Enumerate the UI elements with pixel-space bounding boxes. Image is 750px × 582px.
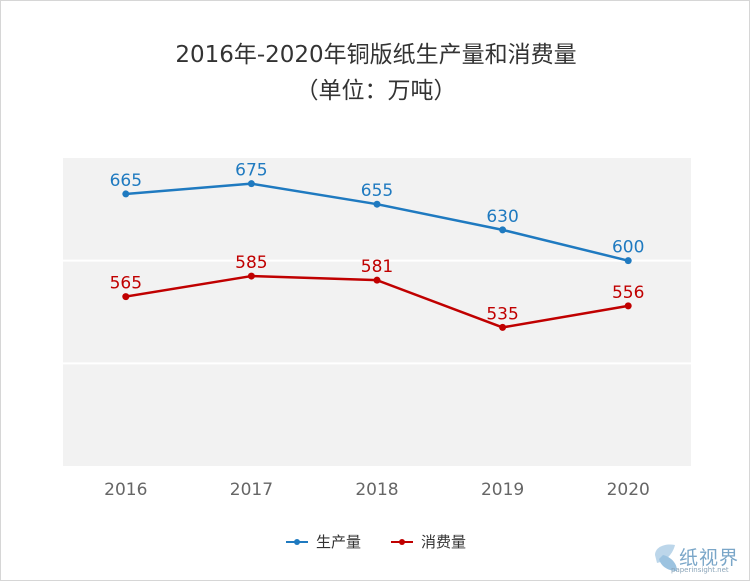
legend-item-consumption[interactable]: 消费量 xyxy=(391,531,466,552)
data-point-production xyxy=(247,180,255,188)
leaf-logo-icon xyxy=(655,544,677,571)
data-point-production xyxy=(499,226,507,234)
chart-legend: 生产量 消费量 xyxy=(1,531,750,552)
chart-title: 2016年-2020年铜版纸生产量和消费量 xyxy=(175,42,577,68)
legend-swatch-production xyxy=(285,536,308,548)
data-point-production xyxy=(373,200,381,208)
x-tick-label: 2016 xyxy=(104,480,147,500)
data-label-production: 655 xyxy=(361,181,393,201)
data-label-consumption: 585 xyxy=(235,253,267,273)
data-label-consumption: 581 xyxy=(361,257,393,277)
legend-swatch-consumption xyxy=(391,536,413,548)
legend-item-production[interactable]: 生产量 xyxy=(285,531,361,552)
x-tick-label: 2020 xyxy=(607,480,650,500)
watermark-text: 纸视界 xyxy=(679,547,740,569)
data-label-consumption: 565 xyxy=(110,274,142,294)
data-point-consumption xyxy=(624,302,632,310)
data-label-production: 630 xyxy=(486,207,518,227)
data-point-consumption xyxy=(499,323,507,331)
data-label-consumption: 556 xyxy=(612,283,644,303)
data-label-production: 675 xyxy=(235,161,267,181)
data-label-production: 600 xyxy=(612,238,644,258)
watermark-url: paperinsight.net xyxy=(671,566,729,574)
x-tick-label: 2019 xyxy=(481,480,524,500)
data-label-production: 665 xyxy=(110,171,142,191)
legend-label-consumption: 消费量 xyxy=(421,533,467,551)
legend-label-production: 生产量 xyxy=(315,533,361,551)
watermark-logo: 纸视界 paperinsight.net xyxy=(651,541,747,577)
data-point-consumption xyxy=(373,276,381,284)
data-point-consumption xyxy=(122,293,130,301)
data-point-production xyxy=(624,257,632,265)
data-point-production xyxy=(122,190,130,198)
x-tick-label: 2017 xyxy=(230,480,273,500)
data-label-consumption: 535 xyxy=(486,304,518,324)
x-tick-label: 2018 xyxy=(355,480,398,500)
chart-subtitle: （单位：万吨） xyxy=(295,78,457,104)
data-point-consumption xyxy=(247,272,255,280)
